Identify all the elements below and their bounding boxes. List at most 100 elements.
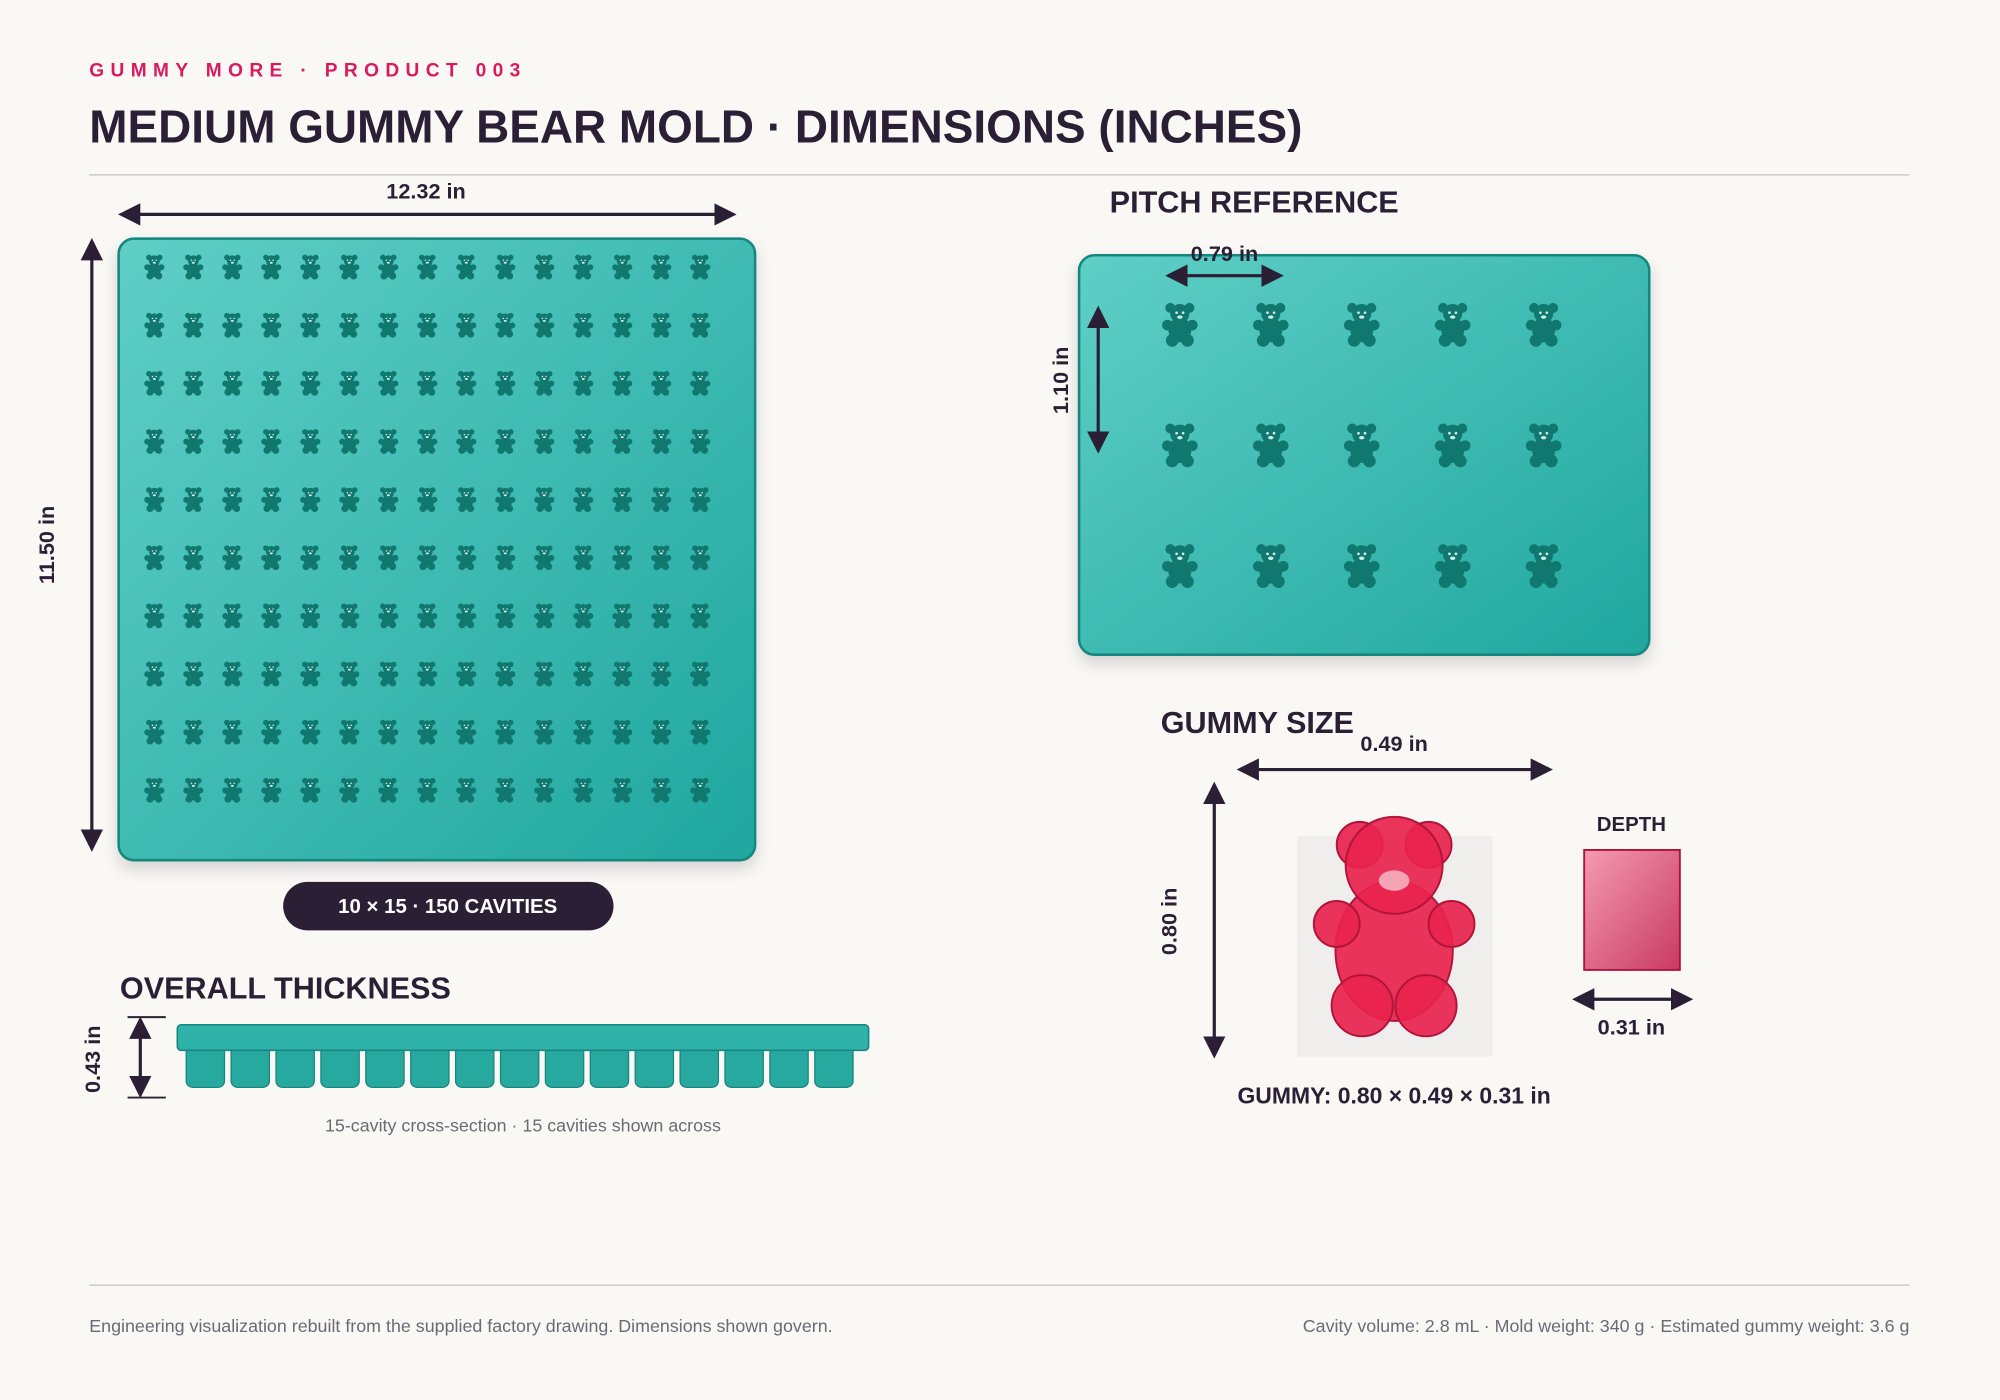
bear-cavity	[495, 719, 516, 745]
bear-cavity	[573, 429, 594, 454]
bear-cavity	[222, 719, 243, 745]
bear-cavity	[261, 545, 282, 571]
bear-cavity	[495, 487, 516, 513]
bear-cavity	[495, 429, 516, 454]
bear-cavity	[612, 603, 633, 629]
bear-cavity	[495, 661, 516, 687]
bear-cavity	[417, 719, 438, 745]
bear-cavity	[261, 661, 282, 687]
bear-cavity	[144, 254, 165, 280]
section-title: OVERALL THICKNESS	[120, 971, 451, 1005]
bear-cavity	[378, 545, 399, 571]
bear-cavity	[300, 254, 321, 280]
bear-cavity	[300, 603, 321, 629]
bear-cavity	[183, 545, 204, 571]
bear-cavity	[534, 777, 555, 803]
bear-cavity	[1343, 302, 1380, 347]
bear-cavity	[456, 777, 477, 803]
bear-cavity	[183, 429, 204, 454]
bear-cavity	[456, 312, 477, 338]
bear-cavity	[690, 777, 711, 803]
footer-note: Engineering visualization rebuilt from t…	[89, 1316, 832, 1336]
bear-cavity	[690, 603, 711, 629]
bear-cavity	[144, 429, 165, 454]
bear-cavity	[300, 312, 321, 338]
bear-cavity	[339, 661, 360, 687]
bear-cavity	[534, 487, 555, 513]
bear-cavity	[144, 719, 165, 745]
bear-cavity	[300, 370, 321, 396]
bear-cavity	[651, 603, 672, 629]
bear-cavity	[651, 312, 672, 338]
width-label: 12.32 in	[386, 178, 465, 203]
bear-cavity	[1434, 423, 1471, 468]
bear-cavity	[495, 545, 516, 571]
section-title: PITCH REFERENCE	[1110, 185, 1399, 219]
bear-cavity	[378, 370, 399, 396]
pitch-label: 1.10 in	[1048, 347, 1073, 414]
bear-cavity	[573, 603, 594, 629]
bear-cavity	[222, 429, 243, 454]
bear-cavity	[417, 661, 438, 687]
bear-cavity	[222, 545, 243, 571]
bear-cavity	[651, 429, 672, 454]
section-title: GUMMY SIZE	[1161, 706, 1354, 740]
bear-cavity	[144, 487, 165, 513]
bear-cavity	[261, 429, 282, 454]
bear-cavity	[183, 370, 204, 396]
bear-cavity	[1525, 544, 1562, 588]
bear-cavity	[222, 254, 243, 280]
bear-cavity	[456, 545, 477, 571]
bear-cavity	[573, 777, 594, 803]
bear-cavity	[456, 487, 477, 513]
bear-cavity	[378, 487, 399, 513]
bear-cavity	[261, 254, 282, 280]
bear-cavity	[495, 777, 516, 803]
bear-cavity	[378, 429, 399, 454]
bear-cavity	[144, 777, 165, 803]
eyebrow: GUMMY MORE · PRODUCT 003	[89, 61, 526, 82]
bear-cavity	[612, 661, 633, 687]
height-label: 11.50 in	[34, 506, 59, 584]
bear-cavity	[573, 661, 594, 687]
bear-cavity	[300, 777, 321, 803]
bear-cavity	[1252, 302, 1289, 347]
bear-cavity	[300, 661, 321, 687]
bear-cavity	[534, 603, 555, 629]
bear-cavity	[339, 719, 360, 745]
bear-cavity	[1162, 423, 1198, 468]
bear-cavity	[1162, 544, 1198, 588]
bear-cavity	[534, 429, 555, 454]
bear-cavity	[651, 487, 672, 513]
depth-label: 0.31 in	[1598, 1014, 1665, 1039]
badge	[283, 881, 614, 931]
bear-cavity	[378, 777, 399, 803]
bear-cavity	[417, 545, 438, 571]
bear-cavity	[1252, 423, 1289, 468]
bear-cavity	[300, 545, 321, 571]
bear-cavity	[690, 719, 711, 745]
bear-cavity	[183, 719, 204, 745]
bear-cavity	[339, 254, 360, 280]
bear-cavity	[183, 603, 204, 629]
pitch-label: 0.79 in	[1191, 241, 1258, 266]
caption: 15-cavity cross-section · 15 cavities sh…	[325, 1116, 721, 1136]
bear-cavity	[261, 777, 282, 803]
bear-cavity	[222, 487, 243, 513]
bear-cavity	[183, 487, 204, 513]
bear-cavity	[534, 312, 555, 338]
bear-cavity	[612, 719, 633, 745]
bear-cavity	[456, 370, 477, 396]
depth-title: DEPTH	[1597, 814, 1666, 836]
bear-cavity	[456, 254, 477, 280]
bear-cavity	[144, 603, 165, 629]
bear-cavity	[612, 487, 633, 513]
bear-cavity	[495, 312, 516, 338]
bear-cavity	[417, 312, 438, 338]
bear-cavity	[690, 661, 711, 687]
bear-cavity	[378, 719, 399, 745]
bear-cavity	[534, 719, 555, 745]
bear-cavity	[222, 312, 243, 338]
bear-cavity	[417, 429, 438, 454]
cross-section	[185, 1039, 854, 1088]
